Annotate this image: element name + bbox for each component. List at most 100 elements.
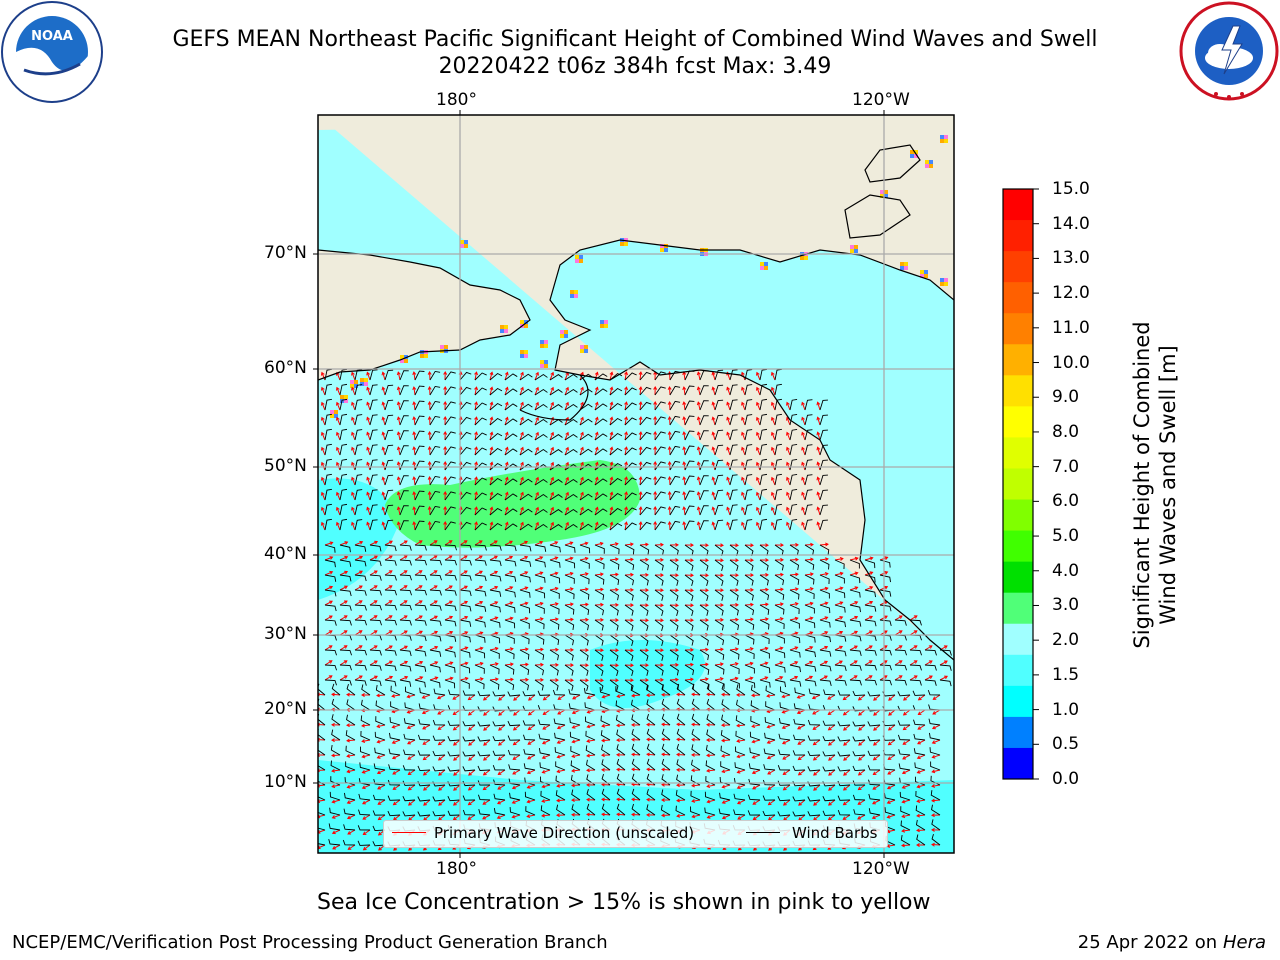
wave-direction-arrow — [813, 784, 821, 791]
sea-ice-cell — [940, 278, 944, 282]
wave-arrow-head — [853, 675, 858, 679]
wave-arrow-head — [494, 585, 499, 590]
wind-barb — [372, 841, 386, 847]
wave-arrow-head — [388, 585, 393, 589]
wave-arrow-head — [705, 573, 709, 578]
sea-ice-cell — [424, 354, 428, 358]
wind-barb — [819, 544, 830, 555]
wave-direction-arrow — [737, 814, 746, 820]
wind-barb — [735, 746, 746, 756]
wave-direction-arrow — [498, 739, 506, 746]
wave-arrow-head — [479, 646, 484, 651]
wave-arrow-head — [816, 491, 821, 496]
wind-barb — [930, 790, 941, 801]
wave-direction-arrow — [601, 739, 611, 742]
wind-barb — [549, 389, 563, 396]
wave-direction-arrow — [917, 799, 926, 802]
wind-barb — [669, 385, 681, 396]
wind-barb — [735, 715, 746, 726]
wave-arrow-head — [736, 785, 741, 790]
wave-direction-arrow — [843, 754, 851, 761]
noaa-logo-text: NOAA — [31, 29, 73, 44]
wave-arrow-head — [351, 386, 355, 391]
wind-barb — [346, 714, 356, 726]
wave-arrow-head — [766, 740, 771, 744]
wind-barb — [579, 544, 591, 554]
wave-direction-arrow — [756, 432, 761, 441]
wave-arrow-head — [809, 586, 814, 591]
wave-arrow-head — [786, 446, 790, 451]
wind-barb — [837, 809, 851, 816]
wave-direction-arrow — [369, 630, 378, 636]
wave-arrow-head — [691, 692, 695, 697]
wind-barb — [744, 559, 754, 571]
wave-direction-arrow — [849, 616, 858, 621]
wave-arrow-head — [556, 783, 561, 788]
wave-arrow-head — [381, 446, 386, 451]
wave-direction-arrow — [726, 417, 731, 426]
wind-barb — [489, 372, 503, 381]
wind-barb — [759, 368, 768, 381]
wave-arrow-head — [351, 371, 355, 376]
wave-arrow-head — [630, 572, 634, 577]
wind-barb — [402, 796, 416, 802]
wave-direction-arrow — [339, 675, 348, 681]
wave-arrow-head — [667, 431, 672, 435]
wave-direction-arrow — [812, 694, 821, 699]
wind-barb — [534, 679, 544, 691]
wave-arrow-head — [660, 618, 664, 623]
wave-arrow-head — [539, 556, 544, 560]
wind-barb — [600, 715, 611, 726]
wave-direction-arrow — [468, 754, 476, 761]
wave-direction-arrow — [804, 675, 813, 681]
wave-arrow-head — [690, 677, 694, 682]
wave-direction-arrow — [616, 798, 626, 801]
wind-barb — [669, 475, 681, 486]
wind-barb — [654, 506, 666, 516]
wind-barb — [931, 819, 941, 831]
wind-barb — [639, 634, 649, 646]
wave-arrow-head — [464, 646, 469, 651]
wave-arrow-head — [373, 570, 378, 574]
wave-direction-arrow — [587, 694, 596, 699]
wave-direction-arrow — [549, 372, 554, 381]
wind-barb — [549, 509, 563, 516]
wave-direction-arrow — [756, 492, 761, 501]
wave-direction-arrow — [864, 675, 873, 681]
wave-arrow-head — [555, 647, 559, 652]
wind-barb — [339, 428, 348, 441]
wind-barb — [330, 744, 341, 756]
wind-barb — [669, 589, 679, 601]
wave-arrow-head — [478, 540, 483, 544]
wave-arrow-head — [421, 710, 426, 715]
colorbar-segment — [1003, 313, 1033, 345]
wind-barb — [339, 544, 351, 553]
wind-barb — [519, 679, 529, 691]
wave-arrow-head — [667, 416, 672, 420]
wave-arrow-head — [586, 753, 590, 758]
wind-barb — [774, 383, 783, 396]
wave-arrow-head — [479, 570, 483, 575]
wind-barb — [763, 764, 776, 771]
wind-barb — [804, 664, 817, 672]
wave-direction-arrow — [527, 784, 536, 789]
wind-barb — [609, 574, 620, 585]
wind-barb — [537, 690, 551, 696]
wave-arrow-head — [556, 754, 561, 759]
wind-barb — [609, 432, 623, 441]
wave-arrow-head — [661, 737, 665, 742]
wind-barb — [699, 604, 709, 616]
wave-arrow-head — [843, 742, 847, 746]
wave-arrow-head — [883, 630, 888, 634]
wind-barb — [654, 664, 664, 676]
wave-arrow-head — [494, 570, 499, 575]
wave-arrow-head — [932, 711, 937, 715]
wave-arrow-head — [494, 662, 499, 666]
wave-direction-arrow — [459, 555, 468, 561]
wind-barb — [555, 790, 566, 801]
wave-arrow-head — [396, 491, 401, 496]
wave-arrow-head — [525, 662, 529, 667]
wind-barb — [699, 415, 709, 426]
wave-direction-arrow — [909, 675, 918, 681]
wind-barb — [729, 489, 738, 501]
